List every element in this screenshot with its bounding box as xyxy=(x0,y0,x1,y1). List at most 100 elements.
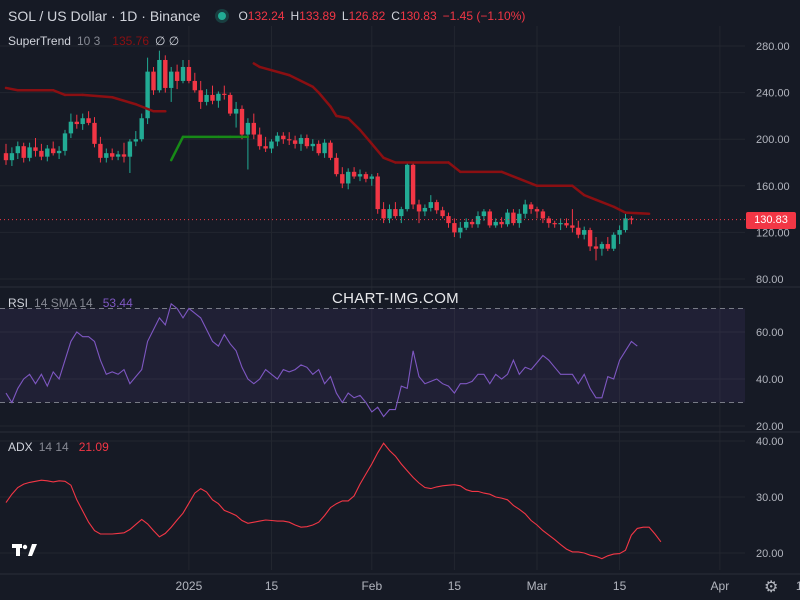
gear-icon[interactable]: ⚙ xyxy=(764,579,779,596)
candle-body xyxy=(287,139,292,141)
adx-legend[interactable]: ADX 14 14 21.09 xyxy=(8,440,109,454)
last-price-tag: 130.83 xyxy=(746,212,796,229)
price-y-tick-label: 80.00 xyxy=(756,274,784,286)
candle-body xyxy=(98,143,103,158)
candle-body xyxy=(528,204,534,210)
candle-body xyxy=(139,118,144,140)
price-y-tick-label: 160.00 xyxy=(756,181,790,193)
change-value: −1.45 (−1.10%) xyxy=(442,9,526,23)
supertrend-segment xyxy=(51,89,67,97)
candle-body xyxy=(517,213,522,224)
price-y-tick-label: 280.00 xyxy=(756,41,790,53)
x-tick-label: 2025 xyxy=(176,579,203,593)
candle-body xyxy=(387,209,392,219)
candle-body xyxy=(399,209,404,217)
supertrend-segment xyxy=(571,184,586,197)
x-tick-label: Mar xyxy=(527,579,548,593)
rsi-name: RSI xyxy=(8,296,29,310)
supertrend-segment xyxy=(594,198,615,209)
candle-body xyxy=(428,202,433,208)
candle-body xyxy=(121,154,127,157)
candle-body xyxy=(157,59,162,91)
supertrend-segment xyxy=(81,93,114,99)
supertrend-legend[interactable]: SuperTrend 10 3 135.76 ∅ ∅ xyxy=(8,34,179,48)
low-label: L xyxy=(341,9,349,23)
candle-body xyxy=(552,223,557,225)
rsi-y-tick-label: 60.00 xyxy=(756,327,784,339)
candle-body xyxy=(505,212,510,225)
supertrend-segment xyxy=(582,193,598,202)
candle-body xyxy=(56,150,62,154)
candle-body xyxy=(9,153,15,161)
candle-body xyxy=(275,135,280,142)
candle-body xyxy=(281,135,286,140)
supertrend-segment xyxy=(346,116,362,132)
supertrend-segment xyxy=(317,91,332,108)
candle-body xyxy=(511,212,516,224)
x-tick-label: Apr xyxy=(711,579,730,593)
candle-body xyxy=(51,148,56,154)
watermark: CHART-IMG.COM xyxy=(332,290,459,307)
candle-body xyxy=(334,157,339,175)
adx-params: 14 14 xyxy=(38,440,69,454)
candle-body xyxy=(192,80,197,91)
x-tick-label: 15 xyxy=(796,579,800,593)
candle-body xyxy=(440,210,445,217)
candle-body xyxy=(310,143,315,147)
candle-body xyxy=(174,71,180,81)
candle-body xyxy=(523,204,528,214)
candle-body xyxy=(493,221,498,226)
candle-body xyxy=(340,174,345,184)
rsi-y-tick-label: 20.00 xyxy=(756,421,784,433)
close-label: C xyxy=(391,9,400,23)
candle-body xyxy=(33,147,38,151)
supertrend-segment xyxy=(134,103,155,113)
x-tick-label: Feb xyxy=(361,579,382,593)
candle-body xyxy=(611,234,616,249)
candle-body xyxy=(21,146,26,158)
adx-y-tick-label: 30.00 xyxy=(756,492,784,504)
candle-body xyxy=(416,204,422,212)
candle-body xyxy=(605,244,610,249)
tradingview-logo-icon[interactable] xyxy=(10,540,40,560)
x-tick-label: 15 xyxy=(613,579,627,593)
candle-body xyxy=(216,93,221,101)
candle-body xyxy=(534,209,540,212)
candle-body xyxy=(298,138,304,144)
candle-body xyxy=(204,94,209,102)
candle-body xyxy=(452,223,457,233)
supertrend-segment xyxy=(382,156,397,164)
candle-body xyxy=(481,211,487,217)
candle-body xyxy=(115,154,121,157)
supertrend-segment xyxy=(329,105,338,118)
candle-body xyxy=(133,139,138,142)
symbol-header: SOL / US Dollar · 1D · Binance O 132.24 … xyxy=(8,6,531,26)
symbol-title[interactable]: SOL / US Dollar · 1D · Binance xyxy=(8,8,201,24)
candle-body xyxy=(593,246,599,249)
price-y-tick-label: 240.00 xyxy=(756,88,790,100)
high-label: H xyxy=(290,9,300,23)
candle-body xyxy=(251,122,256,135)
adx-value: 21.09 xyxy=(78,440,109,454)
candle-body xyxy=(39,150,44,157)
candle-body xyxy=(245,122,251,135)
supertrend-segment xyxy=(612,205,627,214)
candle-body xyxy=(186,66,192,81)
candle-body xyxy=(3,153,9,161)
rsi-legend[interactable]: RSI 14 SMA 14 53.44 xyxy=(8,296,133,310)
candle-body xyxy=(328,142,333,158)
candle-body xyxy=(393,209,398,217)
candle-body xyxy=(375,176,380,210)
candle-body xyxy=(617,230,622,235)
candle-body xyxy=(558,223,563,225)
adx-y-tick-label: 20.00 xyxy=(756,548,784,560)
close-value: 130.83 xyxy=(399,9,437,23)
candle-body xyxy=(228,94,233,114)
candle-body xyxy=(422,207,428,212)
candle-body xyxy=(169,71,174,88)
supertrend-segment xyxy=(335,114,350,120)
candle-body xyxy=(499,221,504,225)
supertrend-segment xyxy=(258,65,291,77)
